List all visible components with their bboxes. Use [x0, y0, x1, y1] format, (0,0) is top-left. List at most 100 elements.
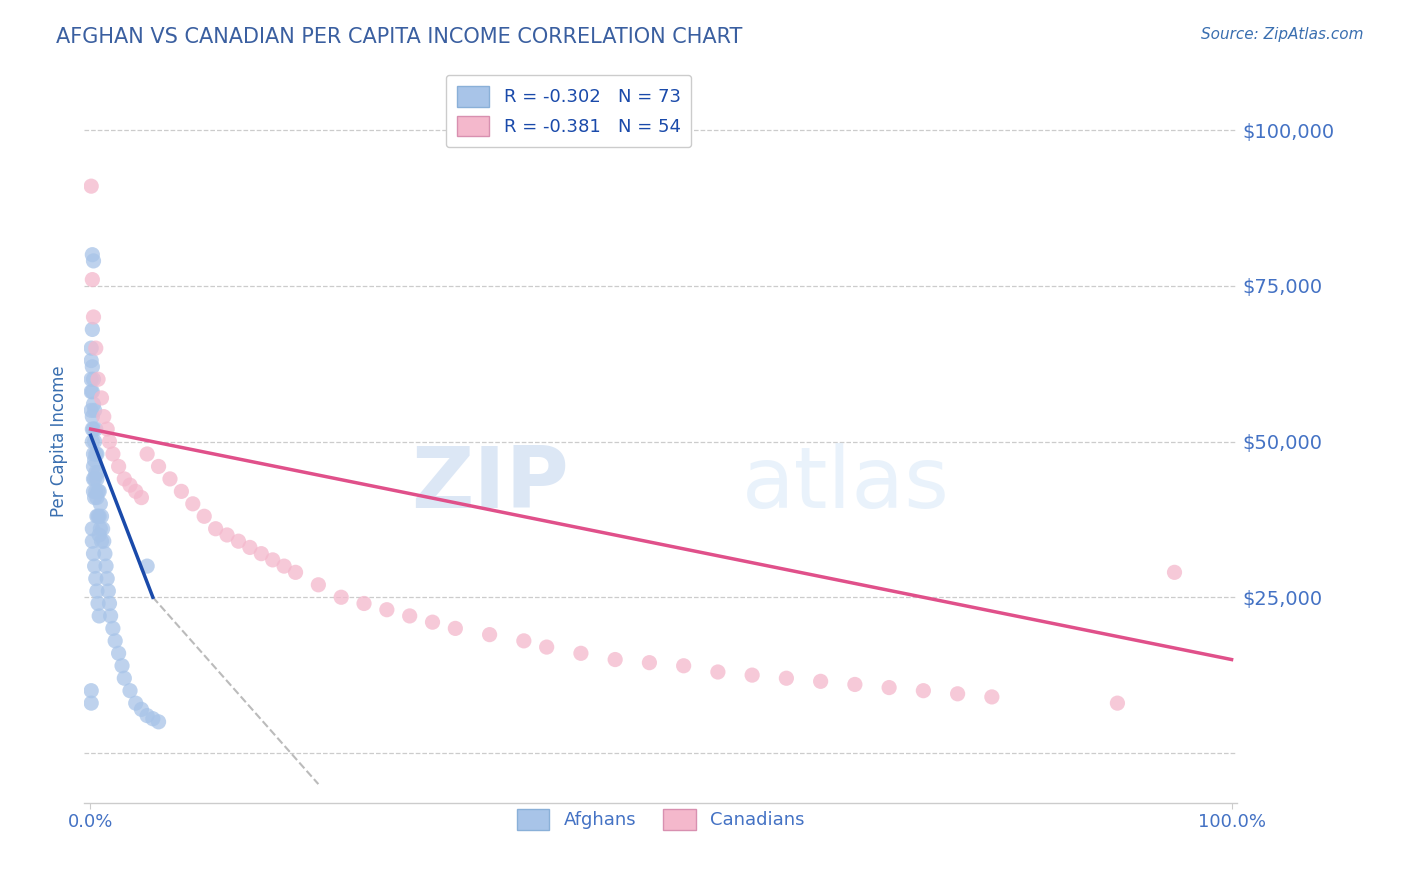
Point	[204, 522, 226, 536]
Point	[284, 566, 307, 580]
Point	[82, 422, 104, 436]
Point	[96, 572, 118, 586]
Point	[111, 658, 134, 673]
Point	[82, 372, 104, 386]
Point	[83, 434, 105, 449]
Point	[82, 359, 104, 374]
Point	[262, 553, 284, 567]
Point	[131, 491, 153, 505]
Point	[638, 656, 661, 670]
Point	[80, 341, 103, 355]
Point	[148, 459, 170, 474]
Point	[84, 484, 107, 499]
Point	[980, 690, 1002, 704]
Point	[84, 422, 107, 436]
Point	[159, 472, 181, 486]
Point	[1107, 696, 1129, 710]
Point	[82, 484, 104, 499]
Point	[148, 714, 170, 729]
Point	[82, 272, 104, 286]
Point	[513, 633, 536, 648]
Point	[86, 509, 108, 524]
Point	[90, 391, 112, 405]
Point	[444, 621, 467, 635]
Point	[84, 447, 107, 461]
Point	[87, 509, 110, 524]
Point	[94, 547, 117, 561]
Legend: Afghans, Canadians: Afghans, Canadians	[509, 802, 813, 837]
Point	[93, 534, 115, 549]
Point	[89, 522, 111, 536]
Point	[422, 615, 444, 630]
Point	[82, 253, 104, 268]
Point	[741, 668, 763, 682]
Point	[82, 322, 104, 336]
Point	[131, 702, 153, 716]
Point	[136, 708, 159, 723]
Point	[86, 584, 108, 599]
Point	[228, 534, 250, 549]
Point	[90, 534, 112, 549]
Point	[330, 591, 353, 605]
Point	[87, 597, 110, 611]
Text: ZIP: ZIP	[411, 443, 568, 526]
Point	[82, 447, 104, 461]
Point	[215, 528, 238, 542]
Point	[181, 497, 204, 511]
Point	[89, 528, 111, 542]
Point	[82, 547, 104, 561]
Point	[82, 310, 104, 324]
Text: AFGHAN VS CANADIAN PER CAPITA INCOME CORRELATION CHART: AFGHAN VS CANADIAN PER CAPITA INCOME COR…	[56, 27, 742, 46]
Point	[80, 372, 103, 386]
Point	[125, 484, 148, 499]
Point	[82, 534, 104, 549]
Point	[82, 384, 104, 399]
Point	[118, 683, 141, 698]
Text: Source: ZipAtlas.com: Source: ZipAtlas.com	[1201, 27, 1364, 42]
Point	[80, 683, 103, 698]
Point	[83, 559, 105, 574]
Point	[912, 683, 935, 698]
Point	[82, 522, 104, 536]
Point	[80, 353, 103, 368]
Y-axis label: Per Capita Income: Per Capita Income	[51, 366, 69, 517]
Point	[107, 646, 129, 660]
Point	[707, 665, 730, 679]
Point	[80, 696, 103, 710]
Point	[375, 603, 398, 617]
Point	[82, 459, 104, 474]
Point	[810, 674, 832, 689]
Point	[536, 640, 558, 654]
Point	[112, 472, 135, 486]
Point	[84, 341, 107, 355]
Point	[86, 491, 108, 505]
Point	[193, 509, 215, 524]
Point	[104, 633, 127, 648]
Point	[107, 459, 129, 474]
Point	[98, 597, 121, 611]
Point	[82, 472, 104, 486]
Point	[946, 687, 969, 701]
Point	[89, 509, 111, 524]
Point	[398, 609, 420, 624]
Point	[80, 403, 103, 417]
Point	[89, 497, 111, 511]
Point	[112, 671, 135, 685]
Point	[89, 484, 111, 499]
Point	[94, 559, 117, 574]
Point	[83, 472, 105, 486]
Point	[478, 627, 501, 641]
Point	[775, 671, 797, 685]
Point	[877, 681, 900, 695]
Point	[80, 179, 103, 194]
Point	[1163, 566, 1185, 580]
Point	[84, 466, 107, 480]
Point	[118, 478, 141, 492]
Point	[93, 409, 115, 424]
Point	[96, 422, 118, 436]
Point	[80, 384, 103, 399]
Point	[83, 403, 105, 417]
Point	[82, 409, 104, 424]
Point	[569, 646, 592, 660]
Point	[82, 434, 104, 449]
